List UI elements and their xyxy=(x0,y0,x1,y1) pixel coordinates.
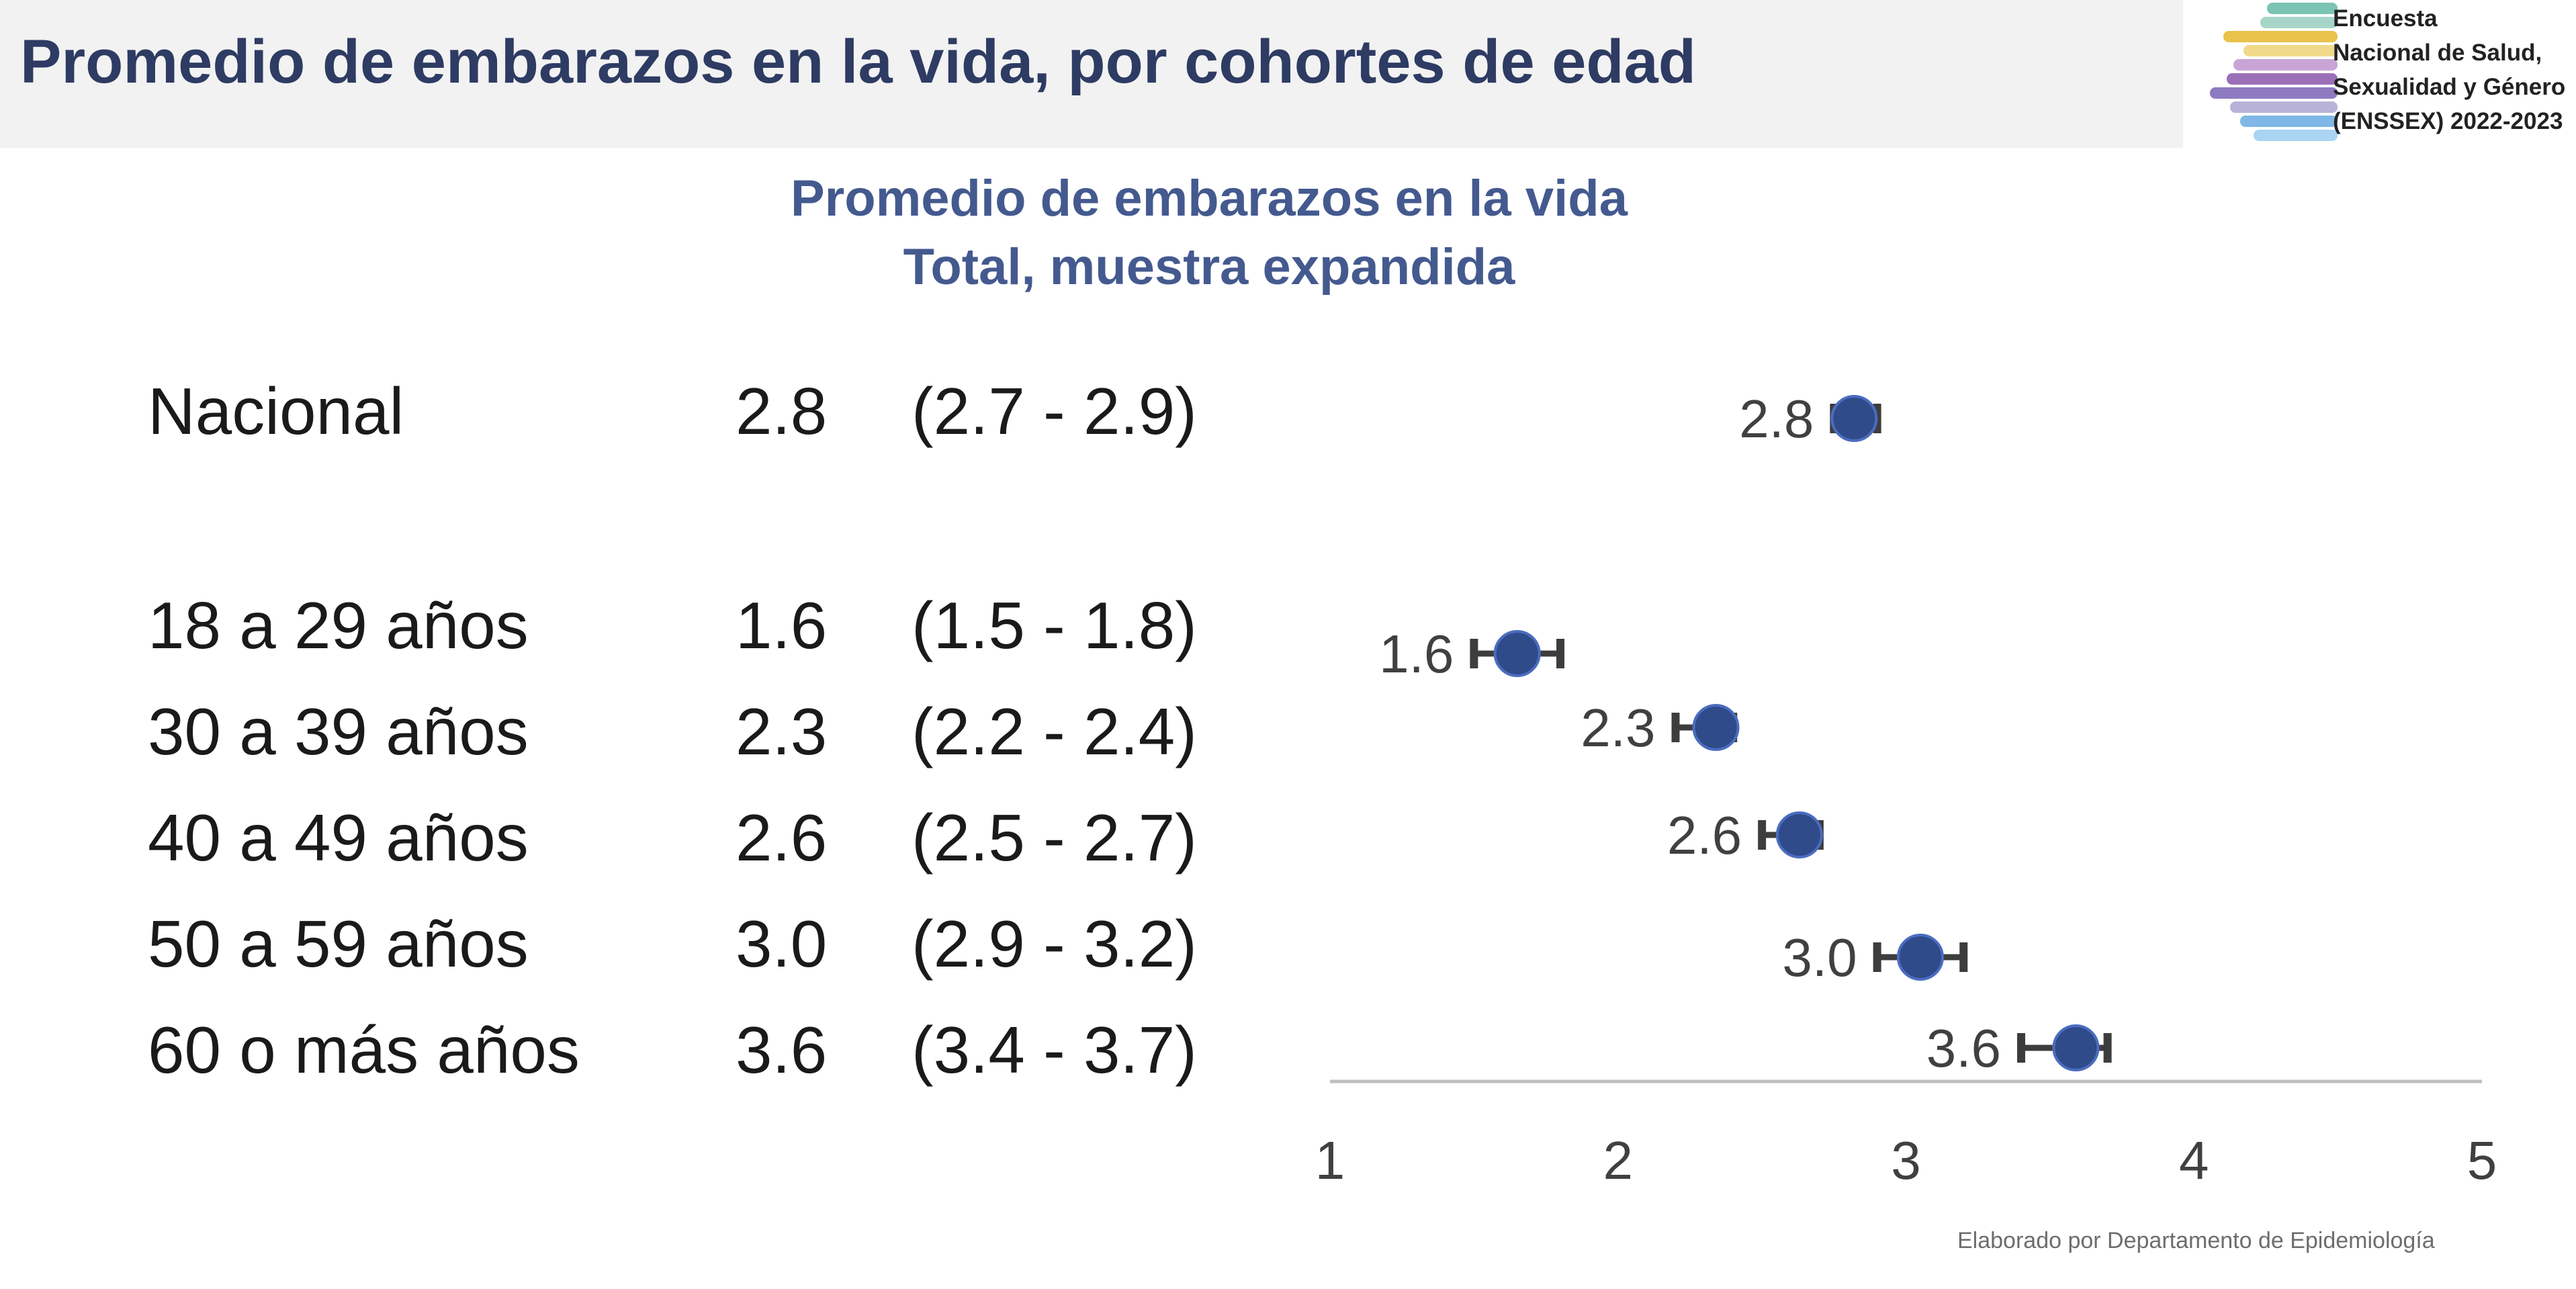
chart-title-line-2: Total, muestra expandida xyxy=(903,238,1515,296)
data-point xyxy=(1692,704,1740,751)
logo-stripe xyxy=(2260,17,2338,28)
row-value: 1.6 xyxy=(736,588,828,662)
row-value: 3.0 xyxy=(736,907,828,981)
logo-line: Sexualidad y Género xyxy=(2333,74,2566,100)
x-tick-label: 2 xyxy=(1603,1130,1634,1190)
data-label: 2.8 xyxy=(1739,389,1814,449)
data-point xyxy=(2052,1024,2100,1071)
data-label: 3.0 xyxy=(1782,928,1857,987)
logo-stripe xyxy=(2244,45,2338,56)
data-point-group: 3.0 xyxy=(1782,928,1968,987)
data-label: 2.3 xyxy=(1581,698,1655,758)
logo-text: Encuesta Nacional de Salud, Sexualidad y… xyxy=(2333,1,2576,138)
logo-stripe xyxy=(2254,130,2338,141)
row-value: 2.6 xyxy=(736,801,828,875)
data-point xyxy=(1775,811,1823,858)
data-point-group: 2.6 xyxy=(1667,805,1824,865)
row-label-nacional: Nacional xyxy=(148,374,404,448)
chart-title: Promedio de embarazos en la vida Total, … xyxy=(0,165,2418,302)
row-label-40-49: 40 a 49 años xyxy=(148,801,529,875)
data-label: 2.6 xyxy=(1667,805,1742,865)
x-tick-label: 3 xyxy=(1891,1130,1921,1190)
data-point-group: 1.6 xyxy=(1379,624,1564,684)
logo-stripe xyxy=(2223,31,2338,42)
logo-stripe xyxy=(2233,59,2338,71)
page-title: Promedio de embarazos en la vida, por co… xyxy=(20,28,1696,96)
logo-stripe xyxy=(2210,87,2338,99)
logo-stripe xyxy=(2227,73,2338,85)
enssex-logo: Encuesta Nacional de Salud, Sexualidad y… xyxy=(2203,0,2576,148)
row-ci: (2.7 - 2.9) xyxy=(912,374,1197,448)
data-point-group: 3.6 xyxy=(1926,1018,2112,1078)
logo-line: Encuesta xyxy=(2333,5,2438,32)
x-tick-label: 4 xyxy=(2179,1130,2209,1190)
header-band xyxy=(0,0,2183,148)
row-ci: (2.5 - 2.7) xyxy=(912,801,1197,875)
logo-stripe xyxy=(2267,3,2338,14)
data-point xyxy=(1830,395,1878,442)
row-value: 3.6 xyxy=(736,1013,828,1087)
row-ci: (2.2 - 2.4) xyxy=(912,695,1197,768)
logo-line: (ENSSEX) 2022-2023 xyxy=(2333,108,2563,134)
data-point-group: 2.8 xyxy=(1739,389,1881,449)
row-value: 2.8 xyxy=(736,374,828,448)
x-tick-label: 5 xyxy=(2467,1130,2497,1190)
logo-stripe xyxy=(2230,101,2338,113)
chart-title-line-1: Promedio de embarazos en la vida xyxy=(791,170,1628,227)
logo-stripes-icon xyxy=(2210,3,2338,141)
row-label-60-mas: 60 o más años xyxy=(148,1013,580,1087)
data-point xyxy=(1896,934,1944,981)
x-tick-label: 1 xyxy=(1315,1130,1345,1190)
row-value: 2.3 xyxy=(736,695,828,768)
row-label-30-39: 30 a 39 años xyxy=(148,695,529,768)
row-ci: (2.9 - 3.2) xyxy=(912,907,1197,981)
logo-line: Nacional de Salud, xyxy=(2333,40,2542,66)
row-label-18-29: 18 a 29 años xyxy=(148,588,529,662)
row-label-50-59: 50 a 59 años xyxy=(148,907,529,981)
data-label: 1.6 xyxy=(1379,624,1454,684)
data-label: 3.6 xyxy=(1926,1018,2001,1078)
data-point-group: 2.3 xyxy=(1581,698,1740,758)
data-point xyxy=(1493,630,1541,677)
row-ci: (1.5 - 1.8) xyxy=(912,588,1197,662)
row-ci: (3.4 - 3.7) xyxy=(912,1013,1197,1087)
logo-stripe xyxy=(2240,116,2338,127)
footer-credit: Elaborado por Departamento de Epidemiolo… xyxy=(1957,1228,2435,1253)
